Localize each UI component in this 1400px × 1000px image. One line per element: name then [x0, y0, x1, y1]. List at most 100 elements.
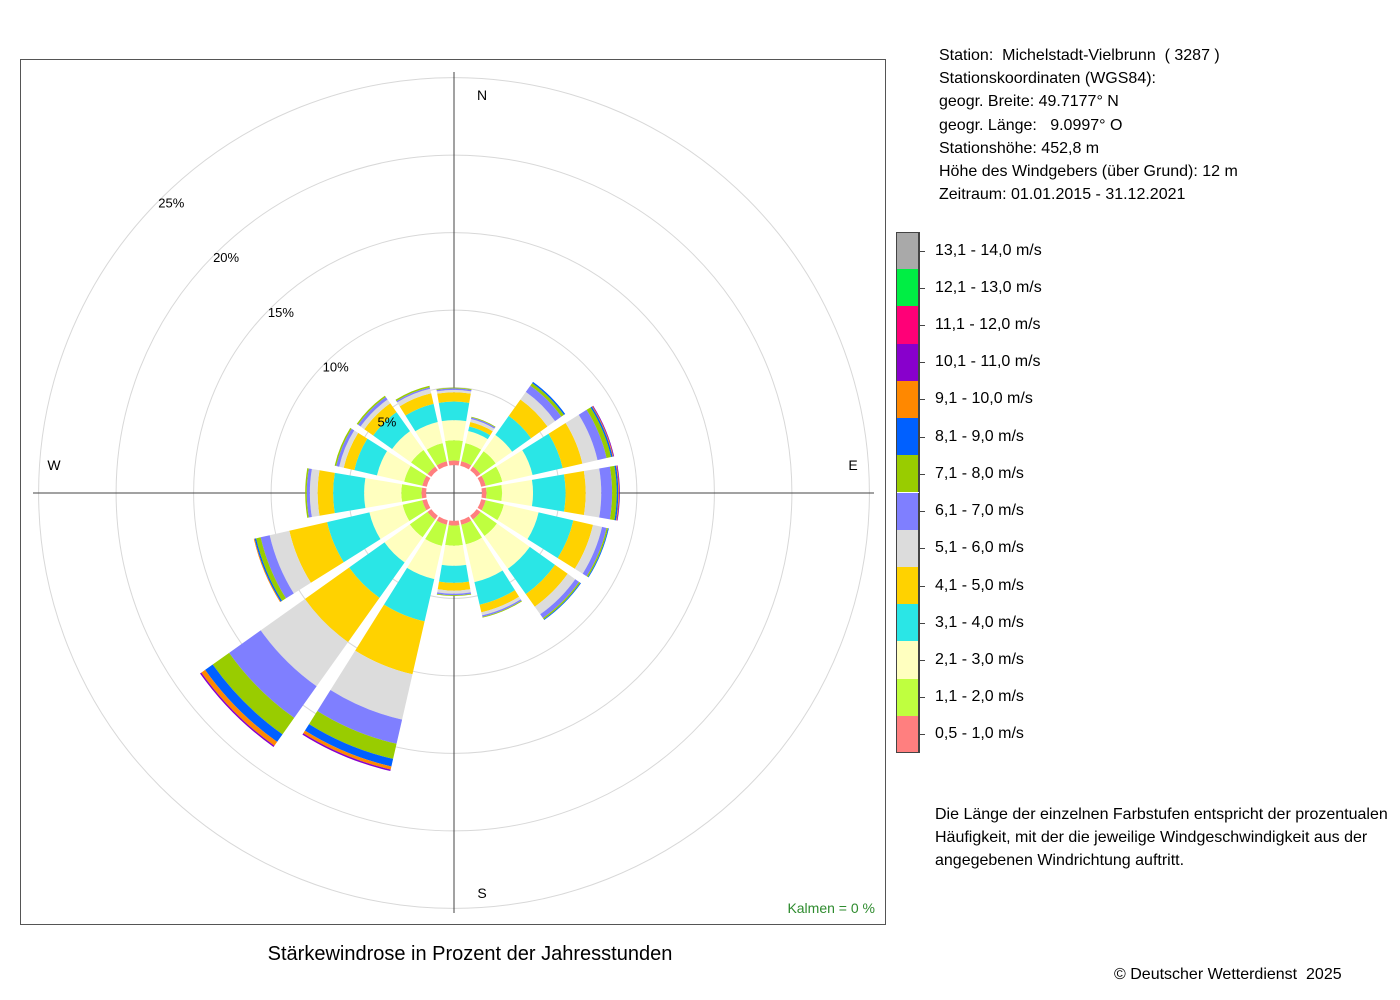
segment-NW-class-5 [364, 403, 397, 436]
segment-WSW-class-9 [254, 538, 282, 602]
segment-NW-class-3 [392, 431, 424, 463]
legend-label-8: 7,1 - 8,0 m/s [935, 464, 1024, 482]
segment-E-class-2 [486, 484, 503, 502]
segment-NW-class-6 [360, 399, 391, 430]
segment-NE-class-4 [495, 415, 532, 452]
direction-label-N: N [477, 87, 487, 103]
legend-tick [919, 734, 925, 736]
segment-W-class-1 [421, 487, 427, 499]
sector-NW [356, 395, 438, 477]
sector-SSW [302, 516, 448, 772]
direction-labels: N E S W [47, 87, 857, 901]
segment-N-class-4 [438, 401, 470, 422]
segment-NE-class-6 [520, 391, 556, 427]
segment-ESE-class-6 [574, 524, 603, 574]
segment-N-class-7 [436, 388, 472, 392]
segment-SE-class-4 [507, 546, 556, 595]
segment-E-class-5 [564, 471, 586, 515]
segment-S-class-2 [445, 525, 463, 546]
legend-swatch-9 [896, 418, 919, 456]
segment-NW-class-8 [356, 395, 386, 425]
legend-label-6: 5,1 - 6,0 m/s [935, 539, 1024, 557]
segment-SSW-class-8 [309, 710, 397, 759]
segment-SSW-class-2 [425, 520, 447, 546]
legend-label-5: 4,1 - 5,0 m/s [935, 576, 1024, 594]
segment-WNW-class-3 [376, 450, 411, 482]
legend-tick [919, 473, 925, 475]
segment-NW-class-2 [411, 450, 436, 475]
segment-SW-class-8 [212, 652, 295, 735]
legend-swatch-11 [896, 343, 919, 381]
segment-S-class-7 [436, 592, 472, 596]
segment-ENE-class-6 [565, 414, 598, 464]
segment-SE-class-3 [484, 523, 530, 569]
legend-swatch-6 [896, 529, 919, 567]
segment-WNW-class-4 [354, 438, 388, 476]
segment-SE-class-7 [540, 579, 580, 619]
segment-E-class-10 [615, 465, 620, 521]
segment-NNE-class-3 [465, 431, 488, 450]
legend-swatch-12 [896, 306, 919, 344]
ring-label-20: 20% [213, 250, 239, 265]
segment-ESE-class-4 [527, 512, 574, 559]
wind-rose-chart: 5% 10% 15% 20% 25% N E S W [33, 72, 874, 913]
sector-SSE [460, 516, 522, 618]
sector-NNW [395, 385, 448, 470]
segment-W-class-2 [401, 484, 422, 502]
legend-tick [919, 362, 925, 364]
legend-tick [919, 287, 925, 289]
sector-NE [470, 381, 566, 477]
segment-SSW-class-3 [407, 538, 442, 580]
segment-SSE-class-3 [465, 537, 503, 583]
legend-label-14: 13,1 - 14,0 m/s [935, 241, 1042, 259]
sector-ESE [477, 499, 609, 578]
segment-ENE-class-9 [590, 406, 613, 458]
chart-title: Stärkewindrose in Prozent der Jahresstun… [267, 943, 673, 965]
legend-tick [919, 622, 925, 624]
segment-NNW-class-5 [399, 393, 434, 416]
segment-SW-class-9 [205, 664, 283, 742]
segment-NE-class-2 [472, 451, 496, 475]
segment-W-class-3 [364, 478, 403, 508]
legend-swatch-3 [896, 641, 919, 679]
legend-tick [919, 436, 925, 438]
segment-SW-class-2 [409, 511, 436, 538]
sector-WNW [334, 427, 431, 487]
segment-SSW-class-1 [436, 516, 448, 525]
segment-WNW-class-2 [404, 465, 427, 486]
segment-NNE-class-1 [460, 461, 472, 470]
segment-SSW-class-6 [330, 650, 413, 720]
station-latitude: geogr. Breite: 49.7177° N [939, 93, 1119, 111]
segment-WSW-class-5 [289, 522, 344, 583]
segment-N-class-1 [448, 460, 460, 466]
legend-label-4: 3,1 - 4,0 m/s [935, 613, 1024, 631]
segment-NNE-class-7 [470, 417, 496, 429]
segment-N-class-6 [436, 389, 472, 394]
segment-ESE-class-8 [586, 527, 609, 578]
segment-NNW-class-6 [397, 388, 432, 407]
segment-NNW-class-2 [426, 443, 447, 466]
legend-tick [919, 697, 925, 699]
segment-WSW-class-7 [260, 535, 294, 599]
segment-ESE-class-2 [481, 500, 504, 521]
segment-SSE-class-6 [481, 596, 521, 616]
segment-ESE-class-7 [582, 526, 607, 577]
segment-NW-class-1 [427, 466, 438, 477]
segment-WNW-class-5 [343, 432, 368, 471]
station-longitude: geogr. Länge: 9.0997° O [939, 116, 1123, 134]
segment-E-class-4 [531, 474, 566, 512]
segment-SW-class-3 [384, 524, 423, 563]
legend-label-7: 6,1 - 7,0 m/s [935, 502, 1024, 520]
legend-tick [919, 399, 925, 401]
segment-NNW-class-7 [396, 387, 431, 403]
segment-NE-class-8 [530, 383, 564, 417]
segment-SSE-class-4 [474, 570, 515, 605]
sector-SW [200, 509, 438, 747]
legend-label-3: 2,1 - 3,0 m/s [935, 650, 1024, 668]
segment-NNW-class-8 [395, 385, 430, 402]
station-elevation: Stationshöhe: 452,8 m [939, 139, 1100, 157]
segment-ENE-class-2 [481, 466, 503, 486]
segment-SSW-class-5 [355, 604, 425, 675]
legend-swatch-1 [896, 715, 919, 753]
segment-S-class-6 [437, 589, 471, 594]
